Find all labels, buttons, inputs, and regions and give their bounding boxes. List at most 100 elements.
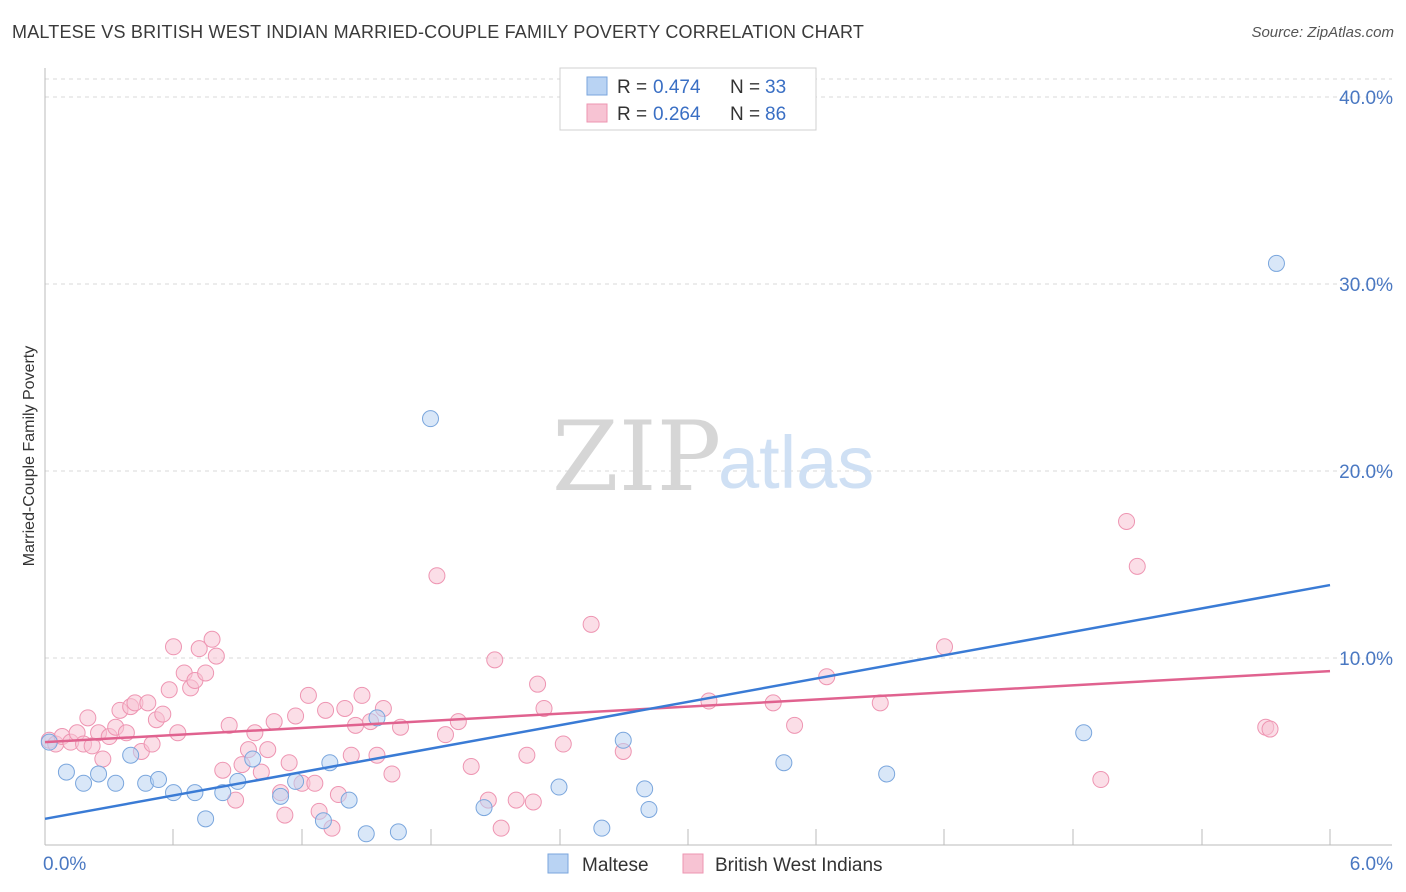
tick-labels: 10.0% 20.0% 30.0% 40.0% 0.0% 6.0% — [43, 88, 1393, 875]
maltese-point — [107, 774, 125, 792]
maltese-point — [368, 709, 386, 727]
bwi-point — [214, 761, 232, 779]
bwi-point — [299, 686, 317, 704]
bwi-point — [449, 713, 467, 731]
bwi-point — [936, 638, 953, 656]
bwi-point — [207, 647, 225, 665]
legend-box: R = 0.474 N = 33 R = 0.264 N = 86 — [559, 67, 817, 131]
bwi-point — [276, 806, 294, 824]
y-tick-label: 20.0% — [1339, 462, 1393, 483]
legend-r-value: 0.474 — [653, 77, 701, 98]
bwi-point — [143, 735, 161, 753]
bottom-legend-label-maltese: Maltese — [582, 855, 649, 876]
chart-title: MALTESE VS BRITISH WEST INDIAN MARRIED-C… — [12, 22, 865, 42]
y-tick-label: 10.0% — [1339, 649, 1393, 670]
legend-r-value: 0.264 — [653, 104, 701, 125]
maltese-point — [122, 746, 140, 764]
bwi-point — [336, 699, 354, 717]
bwi-point — [786, 716, 804, 734]
legend-swatch-maltese — [586, 76, 608, 96]
bwi-point — [139, 694, 157, 712]
source-note: Source: ZipAtlas.com — [1251, 24, 1394, 41]
bwi-point — [165, 638, 182, 656]
bwi-point — [259, 741, 277, 759]
bwi-point — [227, 791, 245, 809]
bottom-legend-swatch-bwi — [682, 853, 704, 874]
maltese-point — [614, 731, 632, 749]
bwi-point — [160, 681, 178, 699]
maltese-point — [475, 799, 493, 817]
legend-swatch-bwi — [586, 103, 608, 123]
bwi-point — [507, 791, 525, 809]
legend-r-label: R = — [617, 77, 647, 98]
maltese-point — [640, 800, 658, 818]
maltese-point — [550, 778, 568, 796]
maltese-point — [593, 819, 611, 837]
maltese-point — [244, 750, 262, 768]
maltese-point — [1075, 724, 1093, 742]
trend-line-maltese — [44, 583, 1331, 821]
y-tick-label: 40.0% — [1339, 88, 1393, 109]
maltese-point — [75, 774, 93, 792]
bwi-point — [1092, 771, 1110, 789]
trend-line-bwi — [44, 669, 1331, 744]
bottom-legend-label-bwi: British West Indians — [715, 855, 883, 876]
x-tick-label: 0.0% — [43, 854, 86, 875]
bwi-point — [287, 707, 305, 725]
maltese-point — [272, 787, 290, 805]
maltese-point — [214, 784, 232, 802]
bottom-legend-swatch-maltese — [547, 853, 569, 874]
maltese-point — [389, 823, 407, 841]
bwi-point — [462, 757, 480, 775]
bwi-point — [1261, 720, 1279, 738]
maltese-point — [197, 810, 215, 828]
legend-n-label: N = — [730, 77, 760, 98]
maltese-point — [775, 754, 793, 772]
bwi-point — [246, 724, 264, 742]
x-tick-label: 6.0% — [1350, 854, 1393, 875]
bwi-point — [383, 765, 401, 783]
bwi-point — [353, 686, 371, 704]
bottom-legend: Maltese British West Indians — [547, 853, 883, 876]
bwi-point — [492, 819, 510, 837]
bwi-point — [436, 726, 454, 744]
watermark-atlas: atlas — [718, 421, 874, 504]
bwi-point — [518, 746, 536, 764]
legend-n-label: N = — [730, 104, 760, 125]
bwi-point — [524, 793, 542, 811]
bwi-point — [428, 567, 446, 585]
maltese-point — [150, 771, 168, 789]
maltese-point — [57, 763, 75, 781]
maltese-point — [636, 780, 654, 798]
bwi-point — [265, 713, 283, 731]
y-tick-label: 30.0% — [1339, 275, 1393, 296]
maltese-point — [314, 812, 332, 830]
bwi-point — [79, 709, 97, 727]
bwi-point — [197, 664, 215, 682]
bwi-point — [280, 754, 298, 772]
maltese-point — [90, 765, 108, 783]
bwi-point — [535, 699, 553, 717]
bwi-point — [317, 701, 335, 719]
bwi-point — [169, 724, 187, 742]
bwi-point — [554, 735, 572, 753]
maltese-point — [422, 410, 439, 428]
legend-r-label: R = — [617, 104, 647, 125]
bwi-point — [1118, 512, 1136, 530]
bwi-point — [220, 716, 238, 734]
maltese-point — [287, 772, 305, 790]
trend-lines — [44, 583, 1331, 821]
legend-n-value: 33 — [765, 77, 786, 98]
bwi-point — [1128, 557, 1146, 575]
bwi-point — [94, 750, 112, 768]
bwi-point — [190, 640, 208, 658]
maltese-point — [229, 772, 247, 790]
bwi-point — [306, 774, 324, 792]
legend-n-value: 86 — [765, 104, 786, 125]
bwi-point — [529, 675, 547, 693]
maltese-point — [878, 765, 896, 783]
bwi-point — [154, 705, 172, 723]
axes — [44, 68, 1392, 846]
gridlines — [45, 78, 1392, 659]
